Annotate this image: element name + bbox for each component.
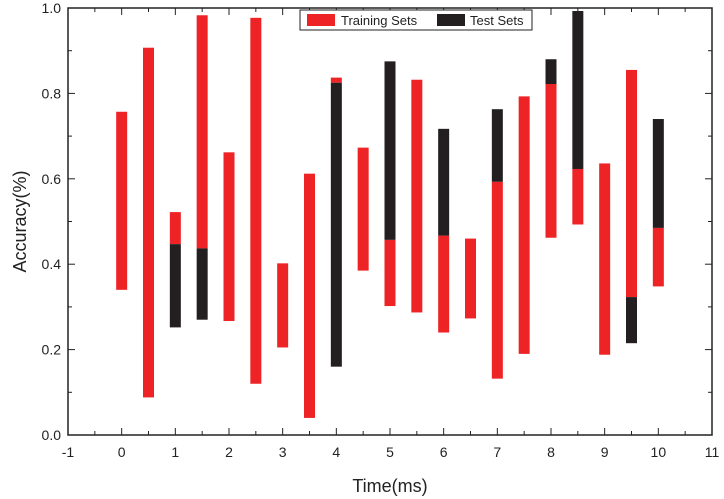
training-bar-8 [330,77,342,83]
test-bar-7 [572,10,584,169]
bars-layer [116,10,664,418]
x-tick-label: 6 [440,444,448,460]
training-bar-15 [518,96,530,354]
legend-swatch-test [437,14,465,26]
training-bar-20 [652,227,664,287]
x-axis-title: Time(ms) [352,476,427,496]
x-tick-label: 9 [601,444,609,460]
x-tick-label: 0 [118,444,126,460]
test-bar-9 [652,119,664,228]
test-bar-3 [384,61,396,240]
x-tick-label: -1 [62,444,75,460]
training-bar-12 [438,235,450,333]
training-bar-2 [169,212,181,245]
x-tick-label: 11 [705,444,720,460]
test-bar-4 [438,128,450,236]
x-tick-label: 4 [332,444,340,460]
legend-swatch-training [307,14,335,26]
x-tick-label: 3 [279,444,287,460]
legend-label-test: Test Sets [470,13,524,28]
y-tick-label: 0.8 [42,85,62,101]
x-tick-label: 8 [547,444,555,460]
training-bar-19 [626,69,637,298]
training-bar-16 [545,84,557,238]
x-tick-label: 7 [493,444,501,460]
training-bar-1 [143,47,154,398]
test-bar-0 [169,244,181,328]
x-tick-label: 2 [225,444,233,460]
test-bar-8 [626,297,637,344]
y-tick-label: 0.6 [42,171,62,187]
training-bar-0 [116,111,128,290]
test-bar-1 [196,248,208,320]
x-tick-label: 10 [651,444,667,460]
training-bar-17 [572,168,584,225]
training-bar-13 [465,238,476,319]
training-bar-9 [357,147,369,271]
training-bar-7 [304,173,315,418]
test-bar-2 [330,82,342,367]
y-tick-label: 1.0 [42,0,62,16]
legend-box [299,9,533,31]
training-bar-11 [411,79,423,313]
training-bar-3 [196,15,208,249]
test-bar-5 [491,109,503,182]
x-tick-label: 5 [386,444,394,460]
training-bar-4 [223,152,235,321]
legend: Training Sets Test Sets [299,9,533,31]
training-bar-10 [384,239,396,307]
y-tick-label: 0.2 [42,342,62,358]
test-bar-6 [545,59,557,85]
training-bar-5 [250,17,262,384]
training-bar-6 [277,263,289,348]
x-tick-label: 1 [171,444,179,460]
y-tick-label: 0.4 [42,256,62,272]
legend-label-training: Training Sets [341,13,418,28]
training-bar-18 [599,163,611,355]
y-axis-title: Accuracy(%) [10,170,30,272]
y-tick-label: 0.0 [42,427,62,443]
training-bar-14 [491,181,503,379]
